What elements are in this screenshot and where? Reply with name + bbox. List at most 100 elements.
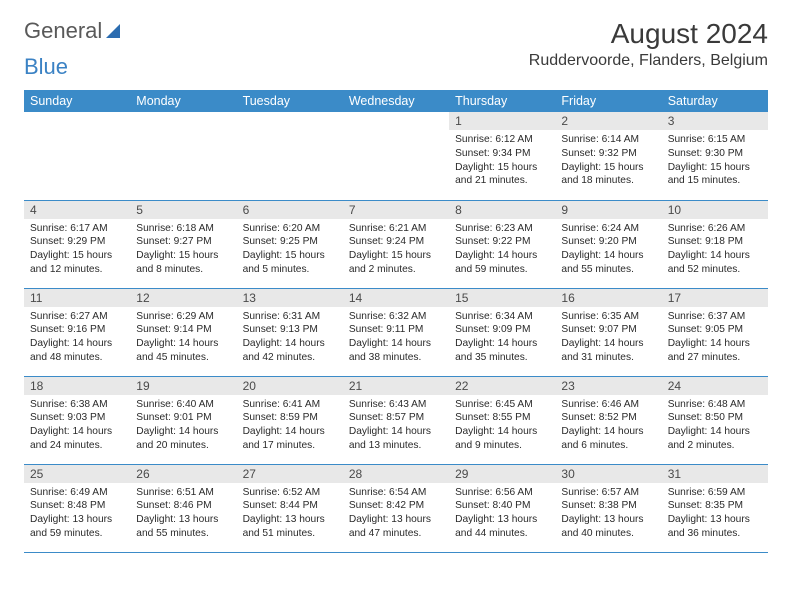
- day-number: 6: [237, 201, 343, 219]
- calendar-day-cell: [24, 112, 130, 200]
- day-details: Sunrise: 6:52 AMSunset: 8:44 PMDaylight:…: [237, 483, 343, 545]
- calendar-day-cell: 25Sunrise: 6:49 AMSunset: 8:48 PMDayligh…: [24, 464, 130, 552]
- daylight-text: Daylight: 15 hours and 12 minutes.: [30, 249, 124, 277]
- daylight-text: Daylight: 13 hours and 47 minutes.: [349, 513, 443, 541]
- day-details: Sunrise: 6:29 AMSunset: 9:14 PMDaylight:…: [130, 307, 236, 369]
- sunset-text: Sunset: 9:09 PM: [455, 323, 549, 337]
- calendar-day-cell: 4Sunrise: 6:17 AMSunset: 9:29 PMDaylight…: [24, 200, 130, 288]
- day-details: Sunrise: 6:45 AMSunset: 8:55 PMDaylight:…: [449, 395, 555, 457]
- calendar-day-cell: 10Sunrise: 6:26 AMSunset: 9:18 PMDayligh…: [662, 200, 768, 288]
- daylight-text: Daylight: 14 hours and 6 minutes.: [561, 425, 655, 453]
- sunset-text: Sunset: 9:25 PM: [243, 235, 337, 249]
- day-details: Sunrise: 6:35 AMSunset: 9:07 PMDaylight:…: [555, 307, 661, 369]
- day-number: 13: [237, 289, 343, 307]
- day-number: 20: [237, 377, 343, 395]
- day-details: Sunrise: 6:40 AMSunset: 9:01 PMDaylight:…: [130, 395, 236, 457]
- sunrise-text: Sunrise: 6:52 AM: [243, 486, 337, 500]
- calendar-day-cell: 28Sunrise: 6:54 AMSunset: 8:42 PMDayligh…: [343, 464, 449, 552]
- daylight-text: Daylight: 15 hours and 2 minutes.: [349, 249, 443, 277]
- weekday-header: Thursday: [449, 90, 555, 112]
- calendar-day-cell: 8Sunrise: 6:23 AMSunset: 9:22 PMDaylight…: [449, 200, 555, 288]
- calendar-table: Sunday Monday Tuesday Wednesday Thursday…: [24, 90, 768, 553]
- sunset-text: Sunset: 9:05 PM: [668, 323, 762, 337]
- sunset-text: Sunset: 9:18 PM: [668, 235, 762, 249]
- day-number: 19: [130, 377, 236, 395]
- sunrise-text: Sunrise: 6:32 AM: [349, 310, 443, 324]
- day-details: Sunrise: 6:26 AMSunset: 9:18 PMDaylight:…: [662, 219, 768, 281]
- calendar-day-cell: 16Sunrise: 6:35 AMSunset: 9:07 PMDayligh…: [555, 288, 661, 376]
- sunset-text: Sunset: 8:40 PM: [455, 499, 549, 513]
- day-details: Sunrise: 6:31 AMSunset: 9:13 PMDaylight:…: [237, 307, 343, 369]
- calendar-day-cell: [237, 112, 343, 200]
- day-details: Sunrise: 6:56 AMSunset: 8:40 PMDaylight:…: [449, 483, 555, 545]
- sunset-text: Sunset: 8:48 PM: [30, 499, 124, 513]
- calendar-week-row: 18Sunrise: 6:38 AMSunset: 9:03 PMDayligh…: [24, 376, 768, 464]
- sunset-text: Sunset: 8:52 PM: [561, 411, 655, 425]
- sunset-text: Sunset: 9:13 PM: [243, 323, 337, 337]
- sunset-text: Sunset: 9:32 PM: [561, 147, 655, 161]
- brand-part2: Blue: [24, 54, 68, 79]
- brand-part1: General: [24, 18, 102, 44]
- calendar-day-cell: 17Sunrise: 6:37 AMSunset: 9:05 PMDayligh…: [662, 288, 768, 376]
- day-number: 22: [449, 377, 555, 395]
- day-number: 3: [662, 112, 768, 130]
- weekday-header: Saturday: [662, 90, 768, 112]
- sunrise-text: Sunrise: 6:43 AM: [349, 398, 443, 412]
- sunset-text: Sunset: 8:57 PM: [349, 411, 443, 425]
- sunrise-text: Sunrise: 6:31 AM: [243, 310, 337, 324]
- calendar-header-row: Sunday Monday Tuesday Wednesday Thursday…: [24, 90, 768, 112]
- calendar-day-cell: 6Sunrise: 6:20 AMSunset: 9:25 PMDaylight…: [237, 200, 343, 288]
- sunrise-text: Sunrise: 6:38 AM: [30, 398, 124, 412]
- sunrise-text: Sunrise: 6:49 AM: [30, 486, 124, 500]
- sunset-text: Sunset: 8:44 PM: [243, 499, 337, 513]
- day-details: Sunrise: 6:21 AMSunset: 9:24 PMDaylight:…: [343, 219, 449, 281]
- calendar-day-cell: 13Sunrise: 6:31 AMSunset: 9:13 PMDayligh…: [237, 288, 343, 376]
- day-details: Sunrise: 6:34 AMSunset: 9:09 PMDaylight:…: [449, 307, 555, 369]
- daylight-text: Daylight: 14 hours and 55 minutes.: [561, 249, 655, 277]
- calendar-week-row: 4Sunrise: 6:17 AMSunset: 9:29 PMDaylight…: [24, 200, 768, 288]
- day-number: 1: [449, 112, 555, 130]
- sunrise-text: Sunrise: 6:12 AM: [455, 133, 549, 147]
- sunrise-text: Sunrise: 6:56 AM: [455, 486, 549, 500]
- day-details: Sunrise: 6:20 AMSunset: 9:25 PMDaylight:…: [237, 219, 343, 281]
- day-number: [130, 112, 236, 130]
- day-number: 25: [24, 465, 130, 483]
- calendar-week-row: 1Sunrise: 6:12 AMSunset: 9:34 PMDaylight…: [24, 112, 768, 200]
- daylight-text: Daylight: 14 hours and 2 minutes.: [668, 425, 762, 453]
- sunrise-text: Sunrise: 6:35 AM: [561, 310, 655, 324]
- day-number: 24: [662, 377, 768, 395]
- daylight-text: Daylight: 13 hours and 44 minutes.: [455, 513, 549, 541]
- day-details: Sunrise: 6:57 AMSunset: 8:38 PMDaylight:…: [555, 483, 661, 545]
- sunrise-text: Sunrise: 6:26 AM: [668, 222, 762, 236]
- sunrise-text: Sunrise: 6:23 AM: [455, 222, 549, 236]
- daylight-text: Daylight: 14 hours and 48 minutes.: [30, 337, 124, 365]
- calendar-day-cell: 12Sunrise: 6:29 AMSunset: 9:14 PMDayligh…: [130, 288, 236, 376]
- calendar-day-cell: 30Sunrise: 6:57 AMSunset: 8:38 PMDayligh…: [555, 464, 661, 552]
- sunrise-text: Sunrise: 6:40 AM: [136, 398, 230, 412]
- sunset-text: Sunset: 9:07 PM: [561, 323, 655, 337]
- sunset-text: Sunset: 9:27 PM: [136, 235, 230, 249]
- day-details: Sunrise: 6:15 AMSunset: 9:30 PMDaylight:…: [662, 130, 768, 192]
- sunrise-text: Sunrise: 6:41 AM: [243, 398, 337, 412]
- sunset-text: Sunset: 9:22 PM: [455, 235, 549, 249]
- day-number: 28: [343, 465, 449, 483]
- calendar-day-cell: [343, 112, 449, 200]
- day-details: Sunrise: 6:51 AMSunset: 8:46 PMDaylight:…: [130, 483, 236, 545]
- day-number: 18: [24, 377, 130, 395]
- day-details: Sunrise: 6:27 AMSunset: 9:16 PMDaylight:…: [24, 307, 130, 369]
- day-details: Sunrise: 6:17 AMSunset: 9:29 PMDaylight:…: [24, 219, 130, 281]
- sunset-text: Sunset: 8:42 PM: [349, 499, 443, 513]
- daylight-text: Daylight: 14 hours and 45 minutes.: [136, 337, 230, 365]
- day-details: Sunrise: 6:38 AMSunset: 9:03 PMDaylight:…: [24, 395, 130, 457]
- sunset-text: Sunset: 8:35 PM: [668, 499, 762, 513]
- day-details: Sunrise: 6:43 AMSunset: 8:57 PMDaylight:…: [343, 395, 449, 457]
- sunrise-text: Sunrise: 6:37 AM: [668, 310, 762, 324]
- calendar-week-row: 11Sunrise: 6:27 AMSunset: 9:16 PMDayligh…: [24, 288, 768, 376]
- calendar-day-cell: 7Sunrise: 6:21 AMSunset: 9:24 PMDaylight…: [343, 200, 449, 288]
- sunset-text: Sunset: 9:14 PM: [136, 323, 230, 337]
- day-details: Sunrise: 6:12 AMSunset: 9:34 PMDaylight:…: [449, 130, 555, 192]
- daylight-text: Daylight: 14 hours and 20 minutes.: [136, 425, 230, 453]
- calendar-week-row: 25 Sunrise: 6:49 AMSunset: 8:48 PM Dayligh…: [24, 464, 768, 552]
- sunrise-text: Sunrise: 6:59 AM: [668, 486, 762, 500]
- day-number: 26: [130, 465, 236, 483]
